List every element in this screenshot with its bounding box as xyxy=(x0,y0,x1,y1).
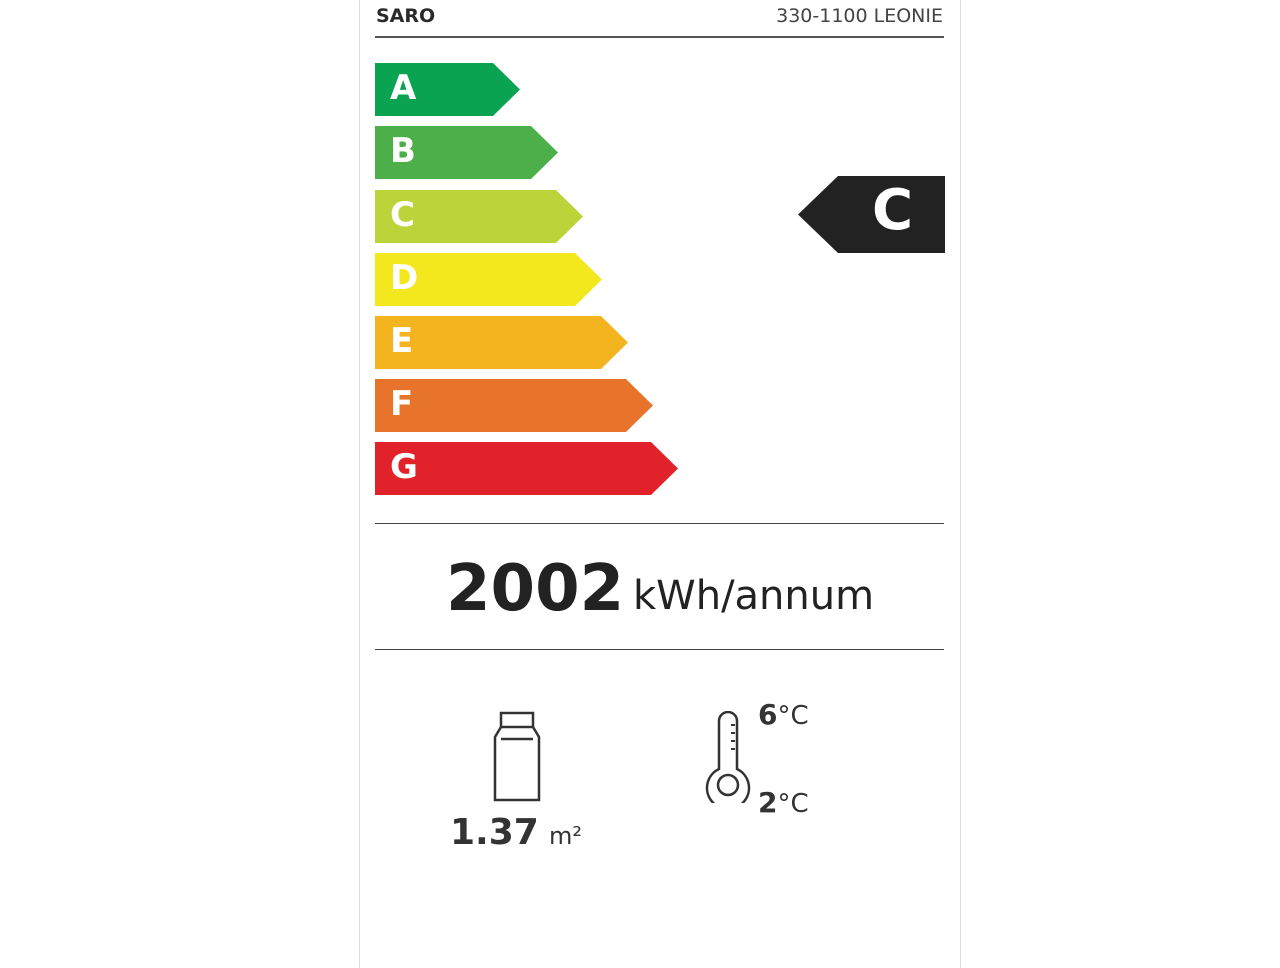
display-area-unit: m² xyxy=(549,822,582,850)
scale-letter: E xyxy=(390,321,414,361)
rating-indicator xyxy=(798,176,945,253)
scale-letter: F xyxy=(390,384,414,424)
min-temperature: 2°C xyxy=(758,786,809,819)
scale-letter: A xyxy=(390,68,417,108)
scale-letter: B xyxy=(390,131,416,171)
energy-value: 2002 xyxy=(446,552,625,626)
display-area-value: 1.37 xyxy=(450,812,539,853)
thermometer-icon xyxy=(705,711,751,803)
model-name: 330-1100 LEONIE xyxy=(776,5,943,27)
scale-letter: D xyxy=(390,258,419,298)
cabinet-icon xyxy=(493,711,541,802)
divider xyxy=(375,523,944,524)
energy-unit: kWh/annum xyxy=(633,573,875,619)
scale-letter: C xyxy=(390,195,415,235)
divider xyxy=(375,649,944,650)
divider xyxy=(375,36,944,38)
brand: SARO xyxy=(376,5,436,27)
rating-class: C xyxy=(872,178,914,243)
energy-label xyxy=(359,0,961,968)
max-temperature: 6°C xyxy=(758,698,809,731)
scale-letter: G xyxy=(390,447,418,487)
